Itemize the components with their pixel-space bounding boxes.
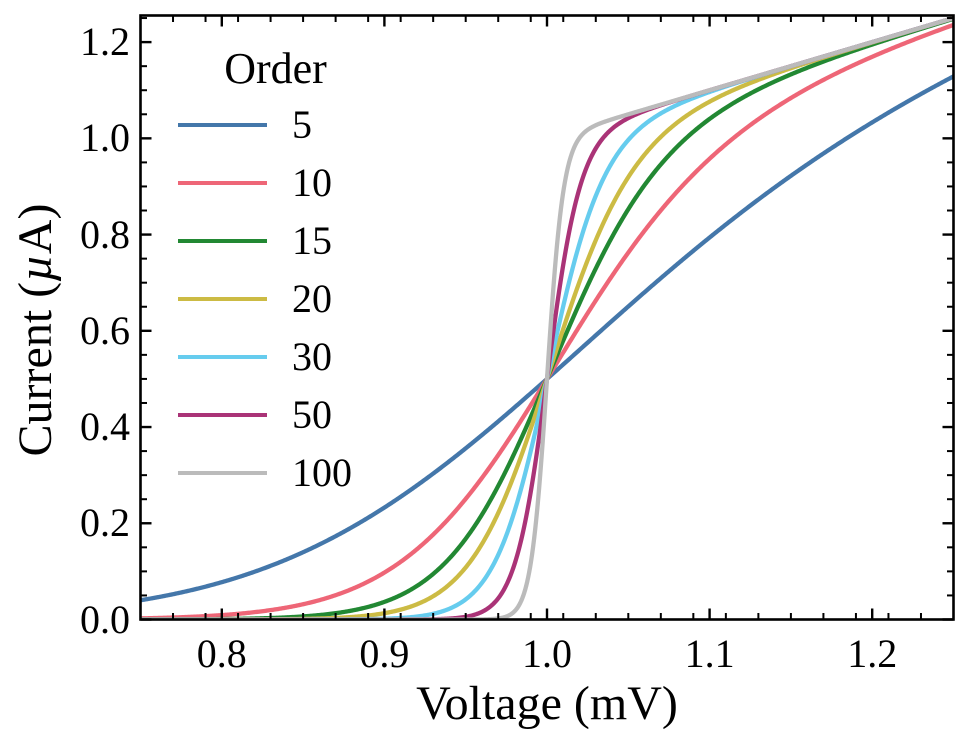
- legend-swatch-line-icon: [178, 180, 267, 186]
- legend-label: 50: [292, 392, 332, 437]
- x-tick-label: 1.1: [684, 631, 735, 676]
- legend-row: 5: [178, 96, 352, 154]
- legend-label: 10: [292, 160, 332, 205]
- legend-label: 30: [292, 334, 332, 379]
- mu-symbol: µ: [9, 254, 62, 282]
- legend-label: 5: [292, 102, 312, 147]
- x-tick-label: 0.9: [359, 631, 410, 676]
- y-tick-label: 0.2: [80, 500, 130, 546]
- y-tick-label: 0.8: [80, 211, 130, 257]
- legend-row: 100: [178, 444, 352, 502]
- legend-swatch-line-icon: [178, 122, 267, 128]
- y-tick-label: 0.6: [80, 307, 130, 353]
- legend-row: 20: [178, 270, 352, 328]
- legend-swatch-line-icon: [178, 354, 267, 360]
- x-axis-label: Voltage (mV): [416, 677, 678, 730]
- x-tick-label: 1.2: [847, 631, 898, 676]
- legend-swatch-line-icon: [178, 238, 267, 244]
- legend-title: Order: [224, 44, 327, 93]
- x-tick-label: 1.0: [522, 631, 572, 676]
- legend-swatch-line-icon: [178, 296, 267, 302]
- legend-label: 100: [292, 450, 352, 495]
- legend-row: 15: [178, 212, 352, 270]
- y-tick-label: 0.4: [80, 404, 130, 450]
- x-tick-label: 0.8: [196, 631, 247, 676]
- legend-label: 20: [292, 276, 332, 321]
- legend-rows: 5 10 15 20 30 50: [178, 96, 352, 502]
- legend-label: 15: [292, 218, 332, 263]
- legend-swatch-line-icon: [178, 412, 267, 418]
- y-tick-label: 1.0: [80, 115, 130, 161]
- y-tick-label: 0.0: [80, 596, 130, 642]
- y-tick-label: 1.2: [80, 19, 130, 65]
- legend-row: 10: [178, 154, 352, 212]
- legend-swatch-line-icon: [178, 470, 267, 476]
- curve-order-100: [140, 15, 954, 620]
- legend-row: 30: [178, 328, 352, 386]
- legend-row: 50: [178, 386, 352, 444]
